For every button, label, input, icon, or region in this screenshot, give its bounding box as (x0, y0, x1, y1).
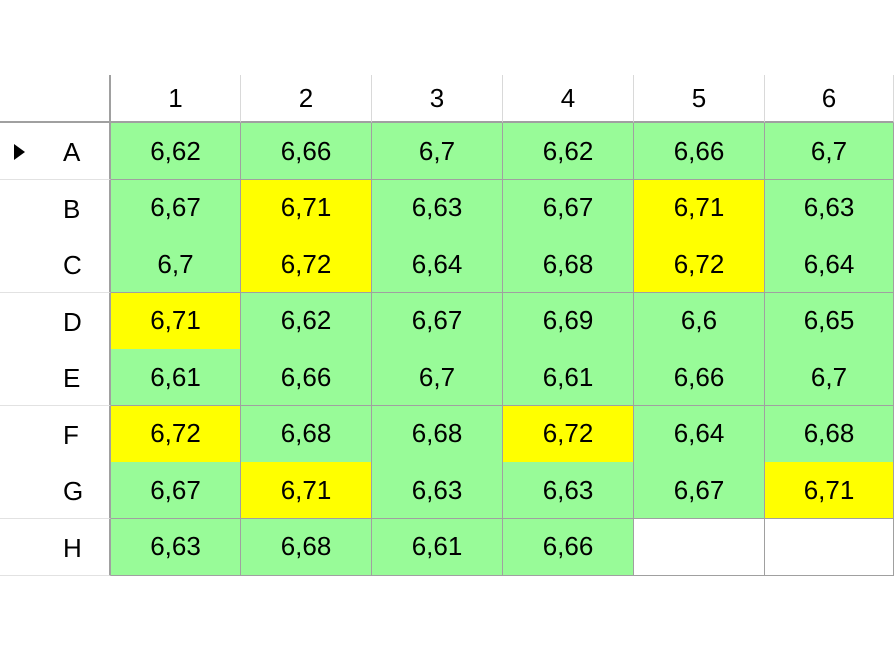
row-label: H (63, 532, 82, 563)
grid-cell[interactable]: 6,6 (634, 292, 765, 350)
row-header-F[interactable]: F (0, 405, 111, 463)
grid-cell[interactable]: 6,65 (765, 292, 894, 350)
column-header-2[interactable]: 2 (241, 75, 372, 123)
row-label: D (63, 306, 82, 337)
table-row[interactable]: E 6,61 6,66 6,7 6,61 6,66 6,7 (0, 349, 894, 406)
row-label: E (63, 363, 81, 393)
grid-cell[interactable]: 6,67 (372, 292, 503, 350)
grid-cell[interactable]: 6,71 (765, 462, 894, 519)
grid-cell[interactable]: 6,63 (765, 179, 894, 237)
row-label: F (63, 419, 79, 450)
grid-cell[interactable]: 6,68 (372, 405, 503, 463)
row-header-B[interactable]: B (0, 179, 111, 237)
grid-cell[interactable]: 6,63 (372, 179, 503, 237)
grid-cell[interactable]: 6,68 (241, 405, 372, 463)
grid-cell[interactable]: 6,64 (765, 236, 894, 293)
table-row[interactable]: F 6,72 6,68 6,68 6,72 6,64 6,68 (0, 405, 894, 463)
grid-cell[interactable]: 6,63 (111, 518, 241, 576)
table-row[interactable]: C 6,7 6,72 6,64 6,68 6,72 6,64 (0, 236, 894, 293)
grid-cell[interactable]: 6,66 (241, 349, 372, 406)
table-row[interactable]: G 6,67 6,71 6,63 6,63 6,67 6,71 (0, 462, 894, 519)
row-header-C[interactable]: C (0, 236, 111, 293)
column-header-4[interactable]: 4 (503, 75, 634, 123)
grid-cell[interactable]: 6,63 (503, 462, 634, 519)
grid-cell[interactable]: 6,71 (241, 179, 372, 237)
grid-cell[interactable]: 6,66 (503, 518, 634, 576)
grid-cell[interactable]: 6,67 (111, 179, 241, 237)
row-header-D[interactable]: D (0, 292, 111, 350)
row-header-H[interactable]: H (0, 518, 111, 576)
grid-cell[interactable] (765, 518, 894, 576)
row-header-G[interactable]: G (0, 462, 111, 519)
grid-cell[interactable]: 6,61 (372, 518, 503, 576)
grid-cell[interactable]: 6,61 (503, 349, 634, 406)
grid-cell[interactable]: 6,7 (111, 236, 241, 293)
grid-cell[interactable]: 6,62 (241, 292, 372, 350)
grid-cell[interactable]: 6,71 (241, 462, 372, 519)
grid-cell[interactable]: 6,67 (634, 462, 765, 519)
row-label: C (63, 250, 82, 280)
grid-cell[interactable]: 6,67 (503, 179, 634, 237)
grid-cell[interactable]: 6,72 (634, 236, 765, 293)
column-header-6[interactable]: 6 (765, 75, 894, 123)
row-label: B (63, 193, 81, 224)
corner-header-cell[interactable] (0, 75, 111, 123)
grid-cell[interactable]: 6,72 (503, 405, 634, 463)
column-header-3[interactable]: 3 (372, 75, 503, 123)
row-pointer-icon (14, 144, 25, 160)
grid-cell[interactable]: 6,7 (765, 349, 894, 406)
column-header-5[interactable]: 5 (634, 75, 765, 123)
grid-cell[interactable]: 6,62 (111, 123, 241, 180)
grid-cell[interactable]: 6,67 (111, 462, 241, 519)
table-row[interactable]: A 6,62 6,66 6,7 6,62 6,66 6,7 (0, 123, 894, 180)
grid-cell[interactable]: 6,68 (503, 236, 634, 293)
table-row[interactable]: B 6,67 6,71 6,63 6,67 6,71 6,63 (0, 179, 894, 237)
grid-cell[interactable]: 6,61 (111, 349, 241, 406)
grid-cell[interactable]: 6,66 (634, 123, 765, 180)
grid-cell[interactable]: 6,68 (241, 518, 372, 576)
grid-cell[interactable]: 6,71 (634, 179, 765, 237)
grid-cell[interactable] (634, 518, 765, 576)
grid-cell[interactable]: 6,66 (634, 349, 765, 406)
grid-cell[interactable]: 6,62 (503, 123, 634, 180)
row-header-A[interactable]: A (0, 123, 111, 180)
grid-cell[interactable]: 6,63 (372, 462, 503, 519)
row-label: G (63, 476, 84, 506)
grid-cell[interactable]: 6,72 (111, 405, 241, 463)
row-header-E[interactable]: E (0, 349, 111, 406)
grid-cell[interactable]: 6,7 (372, 349, 503, 406)
grid-cell[interactable]: 6,68 (765, 405, 894, 463)
grid-cell[interactable]: 6,7 (372, 123, 503, 180)
grid-cell[interactable]: 6,72 (241, 236, 372, 293)
grid-cell[interactable]: 6,64 (372, 236, 503, 293)
grid-cell[interactable]: 6,7 (765, 123, 894, 180)
grid-cell[interactable]: 6,69 (503, 292, 634, 350)
column-header-1[interactable]: 1 (111, 75, 241, 123)
table-row[interactable]: H 6,63 6,68 6,61 6,66 (0, 518, 894, 576)
row-label: A (63, 137, 81, 167)
grid-cell[interactable]: 6,66 (241, 123, 372, 180)
grid-cell[interactable]: 6,71 (111, 292, 241, 350)
grid-cell[interactable]: 6,64 (634, 405, 765, 463)
table-row[interactable]: D 6,71 6,62 6,67 6,69 6,6 6,65 (0, 292, 894, 350)
